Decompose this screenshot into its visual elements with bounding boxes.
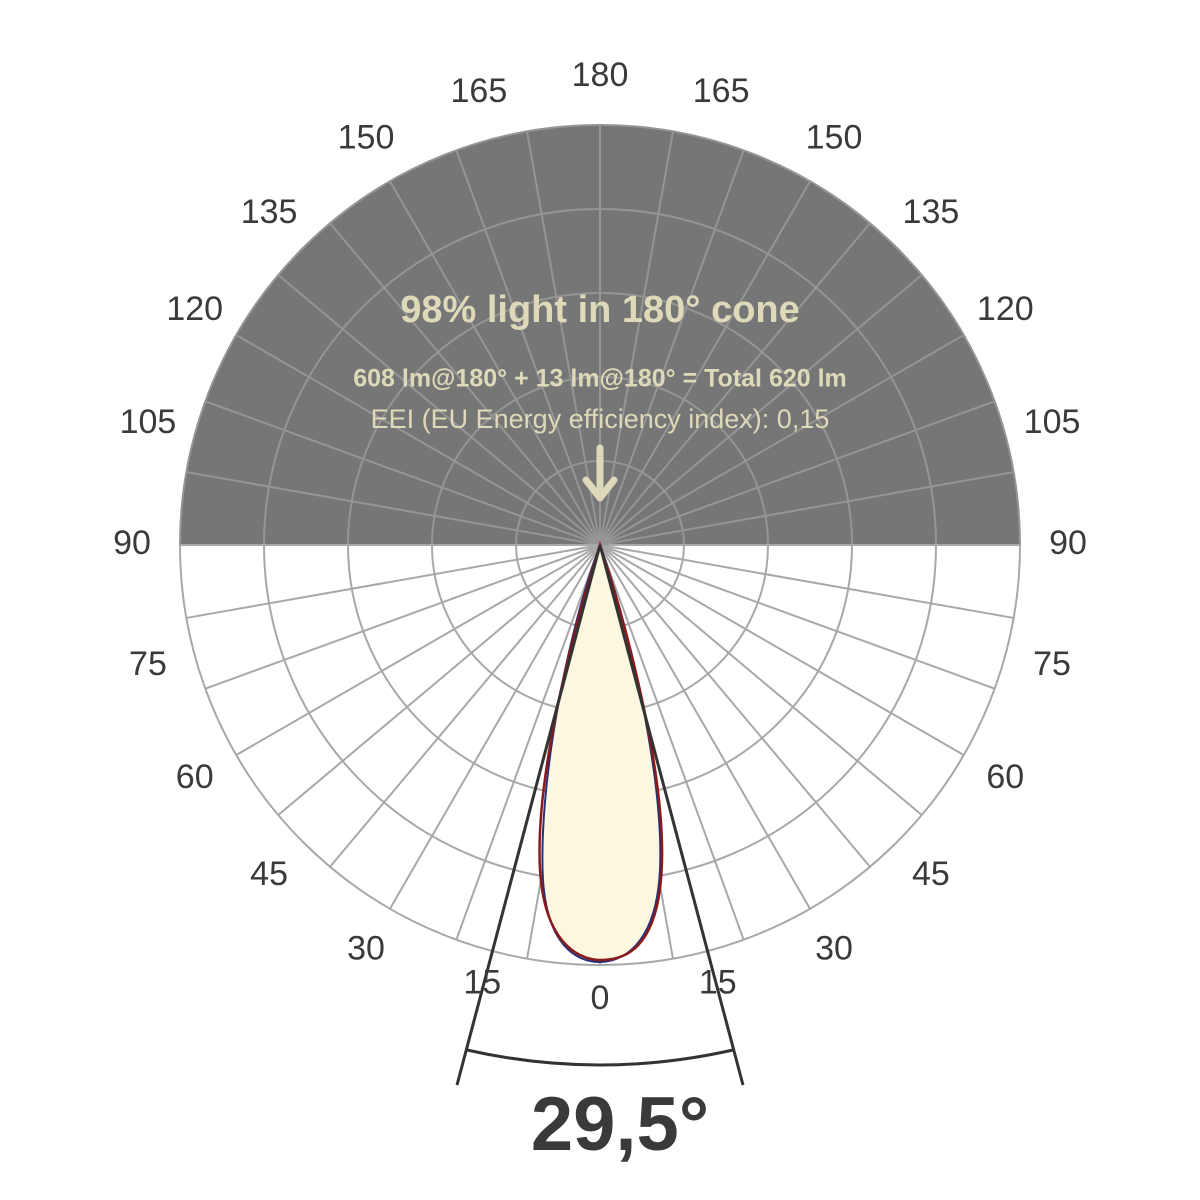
spoke <box>599 544 745 941</box>
beam-angle: 29,5° <box>531 1082 709 1167</box>
angle-label: 45 <box>250 855 288 893</box>
angle-label: 105 <box>1024 403 1081 441</box>
title: 98% light in 180° cone <box>400 289 800 331</box>
angle-label: 150 <box>338 119 395 157</box>
angle-label: 90 <box>1049 524 1087 562</box>
angle-label: 135 <box>241 193 298 231</box>
beam-edge <box>455 544 602 1086</box>
spoke <box>526 131 601 546</box>
spoke <box>599 544 811 910</box>
angle-label: 90 <box>113 524 151 562</box>
spoke <box>599 222 871 546</box>
spoke <box>204 400 601 546</box>
spoke <box>389 544 601 910</box>
angle-label: 120 <box>977 290 1034 328</box>
angle-label: 105 <box>120 403 177 441</box>
spoke <box>599 544 965 756</box>
spoke <box>599 544 1014 619</box>
angle-label: 120 <box>166 290 223 328</box>
spoke <box>455 149 601 546</box>
spoke <box>277 544 601 816</box>
angle-label: 75 <box>1033 645 1071 683</box>
spoke <box>599 274 923 546</box>
spoke <box>599 180 811 546</box>
spoke <box>329 222 601 546</box>
spoke <box>599 544 871 868</box>
spoke <box>186 471 601 546</box>
angle-label: 150 <box>806 119 863 157</box>
spoke <box>277 274 601 546</box>
angle-label: 165 <box>693 72 750 110</box>
angle-label: 180 <box>572 56 629 94</box>
spoke <box>599 471 1014 546</box>
spoke <box>235 544 601 756</box>
spoke <box>235 334 601 546</box>
spoke <box>389 180 601 546</box>
angle-label: 45 <box>912 855 950 893</box>
spoke <box>599 400 996 546</box>
distribution-curve-c0 <box>541 542 662 964</box>
angle-label: 60 <box>176 758 214 796</box>
angle-label: 15 <box>699 963 737 1001</box>
grid <box>179 124 1021 966</box>
flux-text: 608 lm@180° + 13 lm@180° = Total 620 lm <box>353 365 847 393</box>
angle-label: 30 <box>347 929 385 967</box>
spoke <box>599 149 745 546</box>
spoke <box>204 544 601 690</box>
beam-arc <box>466 1048 734 1067</box>
angle-label: 135 <box>903 193 960 231</box>
spoke <box>599 131 674 546</box>
arrow <box>582 444 618 502</box>
angle-label: 60 <box>986 758 1024 796</box>
beam-edge <box>598 544 745 1086</box>
spoke <box>599 544 923 816</box>
angle-label: 15 <box>463 963 501 1001</box>
angle-label: 165 <box>451 72 508 110</box>
spoke <box>329 544 601 868</box>
spoke <box>455 544 601 941</box>
spoke <box>599 544 996 690</box>
spoke <box>599 334 965 546</box>
angle-label: 30 <box>815 929 853 967</box>
angle-label: 0 <box>591 979 610 1017</box>
eei-text: EEI (EU Energy efficiency index): 0,15 <box>371 404 830 434</box>
angle-label: 75 <box>129 645 167 683</box>
spoke <box>186 544 601 619</box>
